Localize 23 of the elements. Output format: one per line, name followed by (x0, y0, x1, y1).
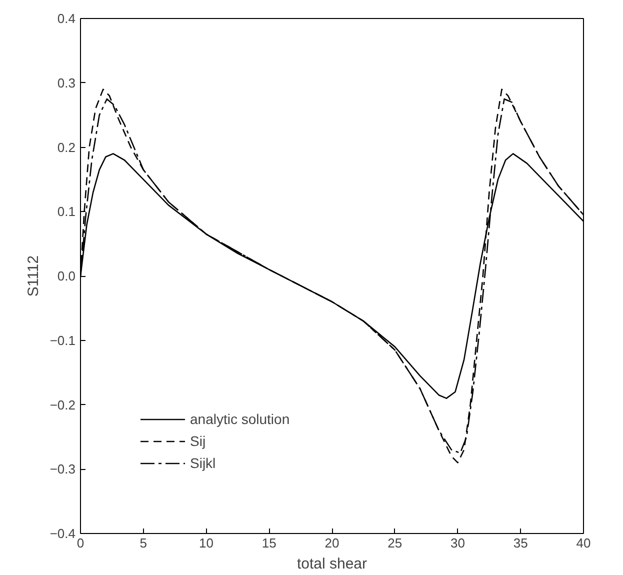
x-tick-label: 15 (262, 536, 276, 550)
x-tick-label: 25 (388, 536, 402, 550)
y-tick-label: −0.3 (50, 462, 76, 477)
y-axis-title: S1112 (24, 255, 42, 297)
legend-label: Sij (190, 433, 207, 449)
y-tick-label: 0.0 (57, 268, 76, 284)
y-tick-label: 0.2 (57, 140, 76, 155)
legend-label: analytic solution (190, 411, 290, 427)
y-tick-label: −0.2 (50, 397, 76, 412)
x-tick-label: 40 (576, 536, 591, 550)
y-tick-label: −0.4 (50, 526, 76, 541)
y-tick-label: 0.1 (57, 204, 76, 220)
x-tick-label: 0 (76, 536, 84, 550)
x-tick-label: 20 (324, 536, 340, 550)
x-tick-label: 35 (513, 536, 528, 550)
legend-label: Sijkl (190, 455, 216, 471)
y-tick-label: −0.1 (50, 332, 76, 348)
y-tick-label: 0.3 (57, 75, 76, 90)
x-tick-label: 30 (450, 536, 465, 550)
x-axis-title: total shear (296, 556, 368, 572)
y-tick-label: 0.4 (57, 11, 76, 26)
x-tick-label: 5 (140, 536, 147, 550)
x-tick-label: 10 (199, 536, 214, 550)
